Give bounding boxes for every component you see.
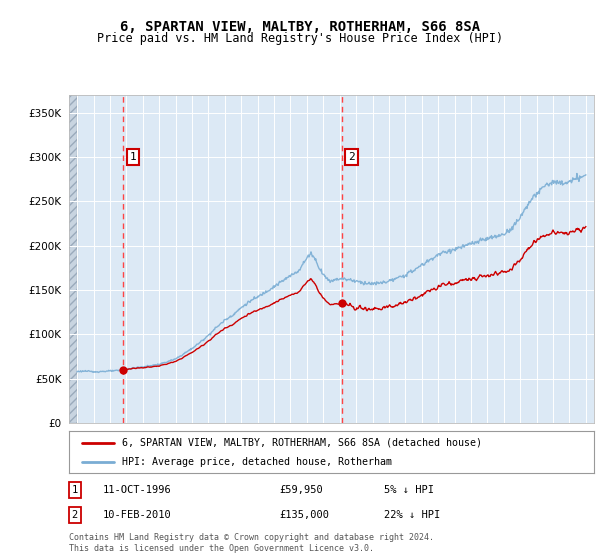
Text: 5% ↓ HPI: 5% ↓ HPI — [384, 485, 434, 495]
Text: 1: 1 — [71, 485, 78, 495]
Text: 6, SPARTAN VIEW, MALTBY, ROTHERHAM, S66 8SA: 6, SPARTAN VIEW, MALTBY, ROTHERHAM, S66 … — [120, 20, 480, 34]
Text: £59,950: £59,950 — [279, 485, 323, 495]
Text: 6, SPARTAN VIEW, MALTBY, ROTHERHAM, S66 8SA (detached house): 6, SPARTAN VIEW, MALTBY, ROTHERHAM, S66 … — [121, 437, 482, 447]
Text: 22% ↓ HPI: 22% ↓ HPI — [384, 510, 440, 520]
Text: 2: 2 — [71, 510, 78, 520]
Text: Price paid vs. HM Land Registry's House Price Index (HPI): Price paid vs. HM Land Registry's House … — [97, 32, 503, 45]
Text: HPI: Average price, detached house, Rotherham: HPI: Average price, detached house, Roth… — [121, 457, 392, 467]
Bar — [69, 95, 77, 423]
Text: 10-FEB-2010: 10-FEB-2010 — [103, 510, 172, 520]
Text: £135,000: £135,000 — [279, 510, 329, 520]
Text: 1: 1 — [130, 152, 136, 162]
Text: Contains HM Land Registry data © Crown copyright and database right 2024.
This d: Contains HM Land Registry data © Crown c… — [69, 533, 434, 553]
Text: 2: 2 — [348, 152, 355, 162]
Text: 11-OCT-1996: 11-OCT-1996 — [103, 485, 172, 495]
Bar — [69, 95, 77, 423]
